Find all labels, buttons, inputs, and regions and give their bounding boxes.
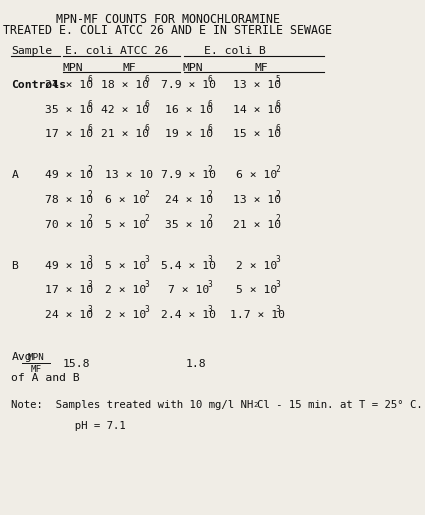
Text: 15.8: 15.8 (62, 359, 90, 369)
Text: 6: 6 (276, 124, 280, 133)
Text: 2: 2 (207, 165, 212, 174)
Text: 24 × 10: 24 × 10 (45, 310, 93, 320)
Text: E. coli B: E. coli B (204, 46, 266, 57)
Text: 3: 3 (207, 280, 212, 289)
Text: 5 × 10: 5 × 10 (236, 285, 278, 295)
Text: Avg: Avg (11, 352, 32, 362)
Text: 6: 6 (144, 100, 149, 109)
Text: 6: 6 (88, 100, 92, 109)
Text: 49 × 10: 49 × 10 (45, 170, 93, 180)
Text: 21 × 10: 21 × 10 (233, 219, 281, 230)
Text: 3: 3 (88, 305, 92, 314)
Text: 2: 2 (88, 165, 92, 174)
Text: Cl - 15 min. at T = 25° C.: Cl - 15 min. at T = 25° C. (257, 400, 423, 410)
Text: 5.4 × 10: 5.4 × 10 (162, 261, 216, 270)
Text: Sample: Sample (11, 46, 53, 57)
Text: 6: 6 (144, 75, 149, 84)
Text: 7.9 × 10: 7.9 × 10 (162, 170, 216, 180)
Text: 13 × 10: 13 × 10 (105, 170, 153, 180)
Text: 2: 2 (207, 190, 212, 199)
Text: 14 × 10: 14 × 10 (233, 105, 281, 115)
Text: E. coli ATCC 26: E. coli ATCC 26 (65, 46, 168, 57)
Text: 18 × 10: 18 × 10 (102, 80, 150, 90)
Text: 3: 3 (88, 280, 92, 289)
Text: 24 × 10: 24 × 10 (45, 80, 93, 90)
Text: 2: 2 (276, 165, 280, 174)
Text: 15 × 10: 15 × 10 (233, 129, 281, 140)
Text: MF: MF (254, 63, 268, 73)
Text: 16 × 10: 16 × 10 (165, 105, 213, 115)
Text: 13 × 10: 13 × 10 (233, 195, 281, 205)
Text: 6: 6 (88, 124, 92, 133)
Text: MF: MF (123, 63, 136, 73)
Text: 3: 3 (88, 255, 92, 264)
Text: 2: 2 (144, 190, 149, 199)
Text: A: A (11, 170, 18, 180)
Text: 3: 3 (144, 305, 149, 314)
Text: 2: 2 (144, 214, 149, 224)
Text: 42 × 10: 42 × 10 (102, 105, 150, 115)
Text: 3: 3 (207, 255, 212, 264)
Text: 3: 3 (276, 255, 280, 264)
Text: MPN-MF COUNTS FOR MONOCHLORAMINE: MPN-MF COUNTS FOR MONOCHLORAMINE (56, 13, 280, 26)
Text: 3: 3 (144, 280, 149, 289)
Text: TREATED E. COLI ATCC 26 AND E IN STERILE SEWAGE: TREATED E. COLI ATCC 26 AND E IN STERILE… (3, 24, 332, 37)
Text: 6: 6 (88, 75, 92, 84)
Text: 2: 2 (207, 214, 212, 224)
Text: 6: 6 (207, 124, 212, 133)
Text: 70 × 10: 70 × 10 (45, 219, 93, 230)
Text: 3: 3 (276, 305, 280, 314)
Text: 17 × 10: 17 × 10 (45, 129, 93, 140)
Text: 2 × 10: 2 × 10 (236, 261, 278, 270)
Text: 2.4 × 10: 2.4 × 10 (162, 310, 216, 320)
Text: 1.8: 1.8 (186, 359, 207, 369)
Text: 21 × 10: 21 × 10 (102, 129, 150, 140)
Text: 2 × 10: 2 × 10 (105, 310, 146, 320)
Text: 6: 6 (276, 100, 280, 109)
Text: 35 × 10: 35 × 10 (45, 105, 93, 115)
Text: 1.7 × 10: 1.7 × 10 (230, 310, 285, 320)
Text: 5: 5 (276, 75, 280, 84)
Text: 6: 6 (207, 75, 212, 84)
Text: 6 × 10: 6 × 10 (105, 195, 146, 205)
Text: 2: 2 (254, 402, 258, 408)
Text: 19 × 10: 19 × 10 (165, 129, 213, 140)
Text: 49 × 10: 49 × 10 (45, 261, 93, 270)
Text: 2: 2 (88, 190, 92, 199)
Text: 5 × 10: 5 × 10 (105, 261, 146, 270)
Text: Controls: Controls (11, 80, 66, 90)
Text: MPN: MPN (182, 63, 203, 73)
Text: of A and B: of A and B (11, 373, 80, 383)
Text: 3: 3 (207, 305, 212, 314)
Text: 2: 2 (88, 214, 92, 224)
Text: 6: 6 (207, 100, 212, 109)
Text: 7 × 10: 7 × 10 (168, 285, 210, 295)
Text: MPN: MPN (28, 353, 45, 362)
Text: 13 × 10: 13 × 10 (233, 80, 281, 90)
Text: MF: MF (31, 365, 42, 373)
Text: 3: 3 (144, 255, 149, 264)
Text: Note:  Samples treated with 10 mg/l NH: Note: Samples treated with 10 mg/l NH (11, 400, 254, 410)
Text: 35 × 10: 35 × 10 (165, 219, 213, 230)
Text: 2 × 10: 2 × 10 (105, 285, 146, 295)
Text: pH = 7.1: pH = 7.1 (11, 421, 126, 431)
Text: 17 × 10: 17 × 10 (45, 285, 93, 295)
Text: 78 × 10: 78 × 10 (45, 195, 93, 205)
Text: 24 × 10: 24 × 10 (165, 195, 213, 205)
Text: 7.9 × 10: 7.9 × 10 (162, 80, 216, 90)
Text: 6 × 10: 6 × 10 (236, 170, 278, 180)
Text: 5 × 10: 5 × 10 (105, 219, 146, 230)
Text: 6: 6 (144, 124, 149, 133)
Text: MPN: MPN (62, 63, 83, 73)
Text: 2: 2 (276, 214, 280, 224)
Text: 3: 3 (276, 280, 280, 289)
Text: 2: 2 (276, 190, 280, 199)
Text: B: B (11, 261, 18, 270)
